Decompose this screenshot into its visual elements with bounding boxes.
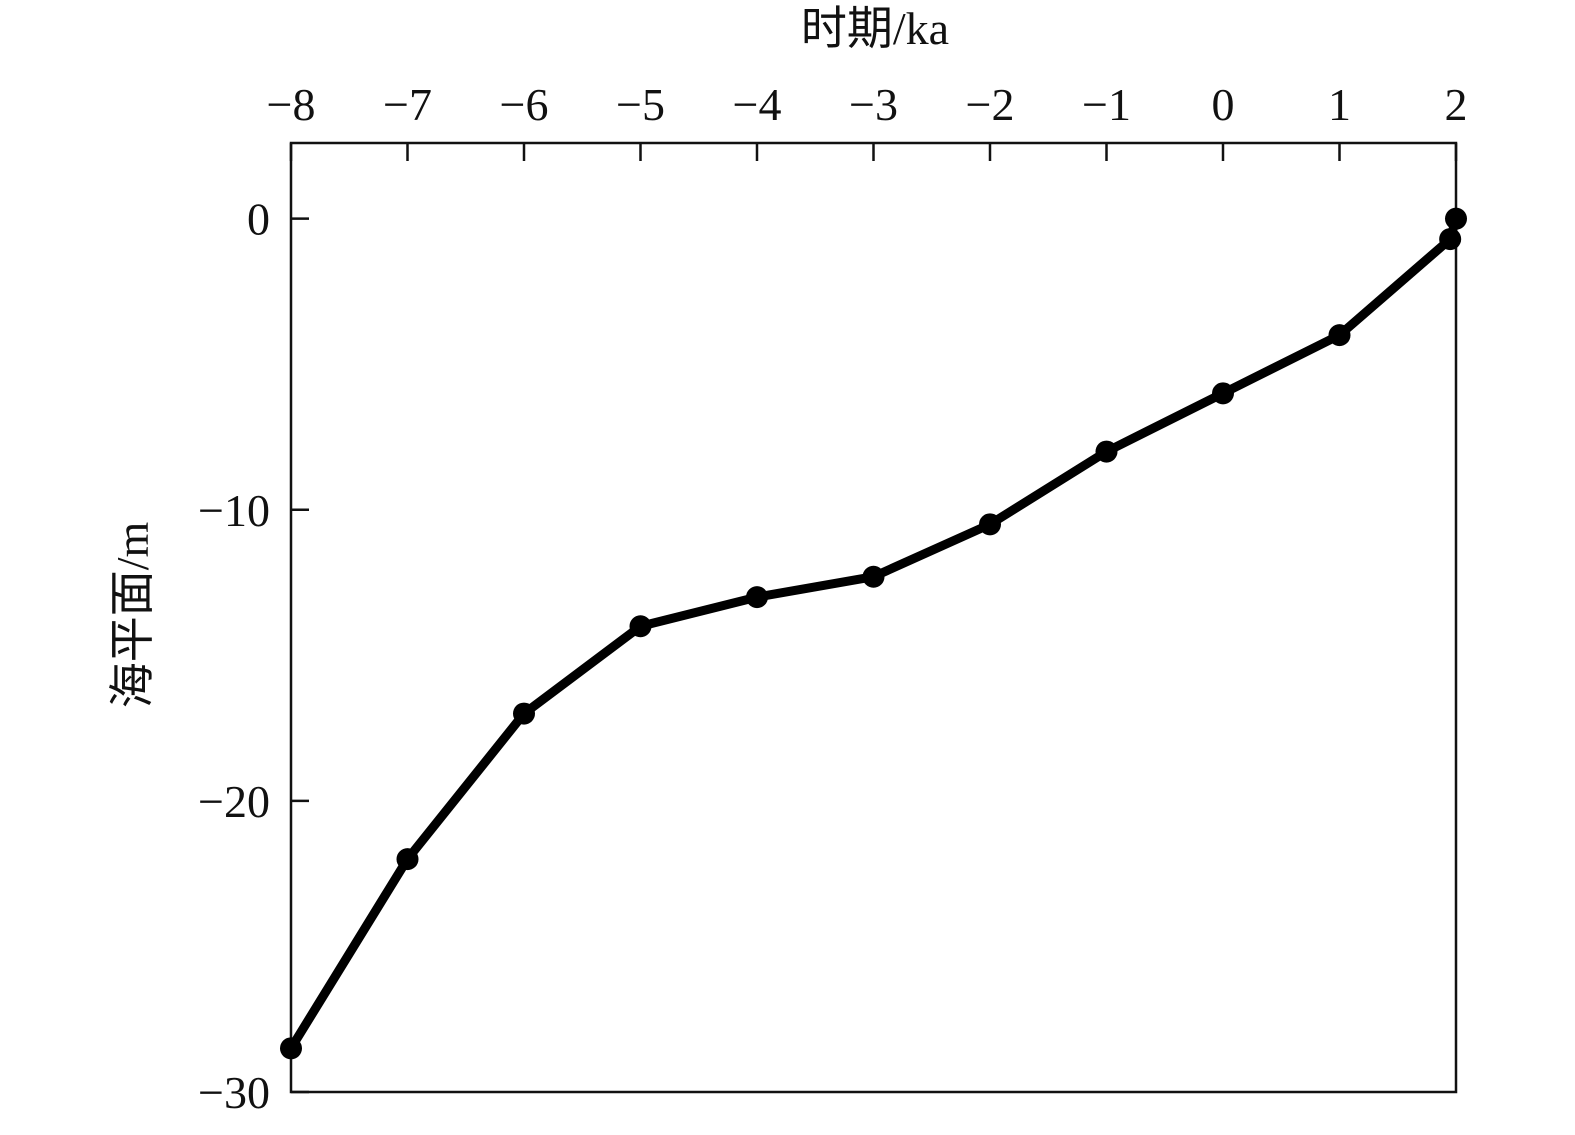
x-tick-label: −3 xyxy=(849,79,898,130)
y-tick-label: 0 xyxy=(247,194,270,245)
data-point xyxy=(629,615,652,638)
data-point xyxy=(746,586,768,609)
x-tick-label: −8 xyxy=(267,79,316,130)
x-tick-label: −4 xyxy=(733,79,782,130)
data-point xyxy=(396,848,419,871)
plot-frame xyxy=(289,141,1458,1094)
x-tick-label: −7 xyxy=(383,79,432,130)
data-point xyxy=(280,1037,302,1060)
data-point xyxy=(979,513,1001,536)
series-line xyxy=(287,217,1461,1051)
axes-layer xyxy=(289,141,1458,1094)
x-tick-label: 2 xyxy=(1445,79,1468,130)
data-point xyxy=(1212,382,1234,405)
x-tick-label: −1 xyxy=(1082,79,1131,130)
data-point xyxy=(1095,440,1118,463)
data-point xyxy=(1328,324,1351,347)
data-point xyxy=(1439,228,1462,251)
y-axis-title: 海平面/m xyxy=(107,522,158,709)
data-point xyxy=(862,565,885,588)
x-tick-label: −6 xyxy=(500,79,549,130)
series-layer xyxy=(280,207,1467,1060)
x-tick-label: 0 xyxy=(1212,79,1235,130)
ticks-layer: −8 −7 −6 −5 −4 −3 −2 −1 0 1 20−10−20−30 xyxy=(198,79,1467,1118)
y-tick-label: −30 xyxy=(198,1067,270,1118)
y-tick-label: −20 xyxy=(198,776,270,827)
x-tick-label: −2 xyxy=(966,79,1015,130)
data-point xyxy=(513,702,535,725)
x-tick-label: 1 xyxy=(1328,79,1351,130)
x-tick-label: −5 xyxy=(616,79,665,130)
x-axis-title: 时期/ka xyxy=(801,3,949,54)
y-tick-label: −10 xyxy=(198,485,270,536)
data-point xyxy=(1445,207,1467,230)
